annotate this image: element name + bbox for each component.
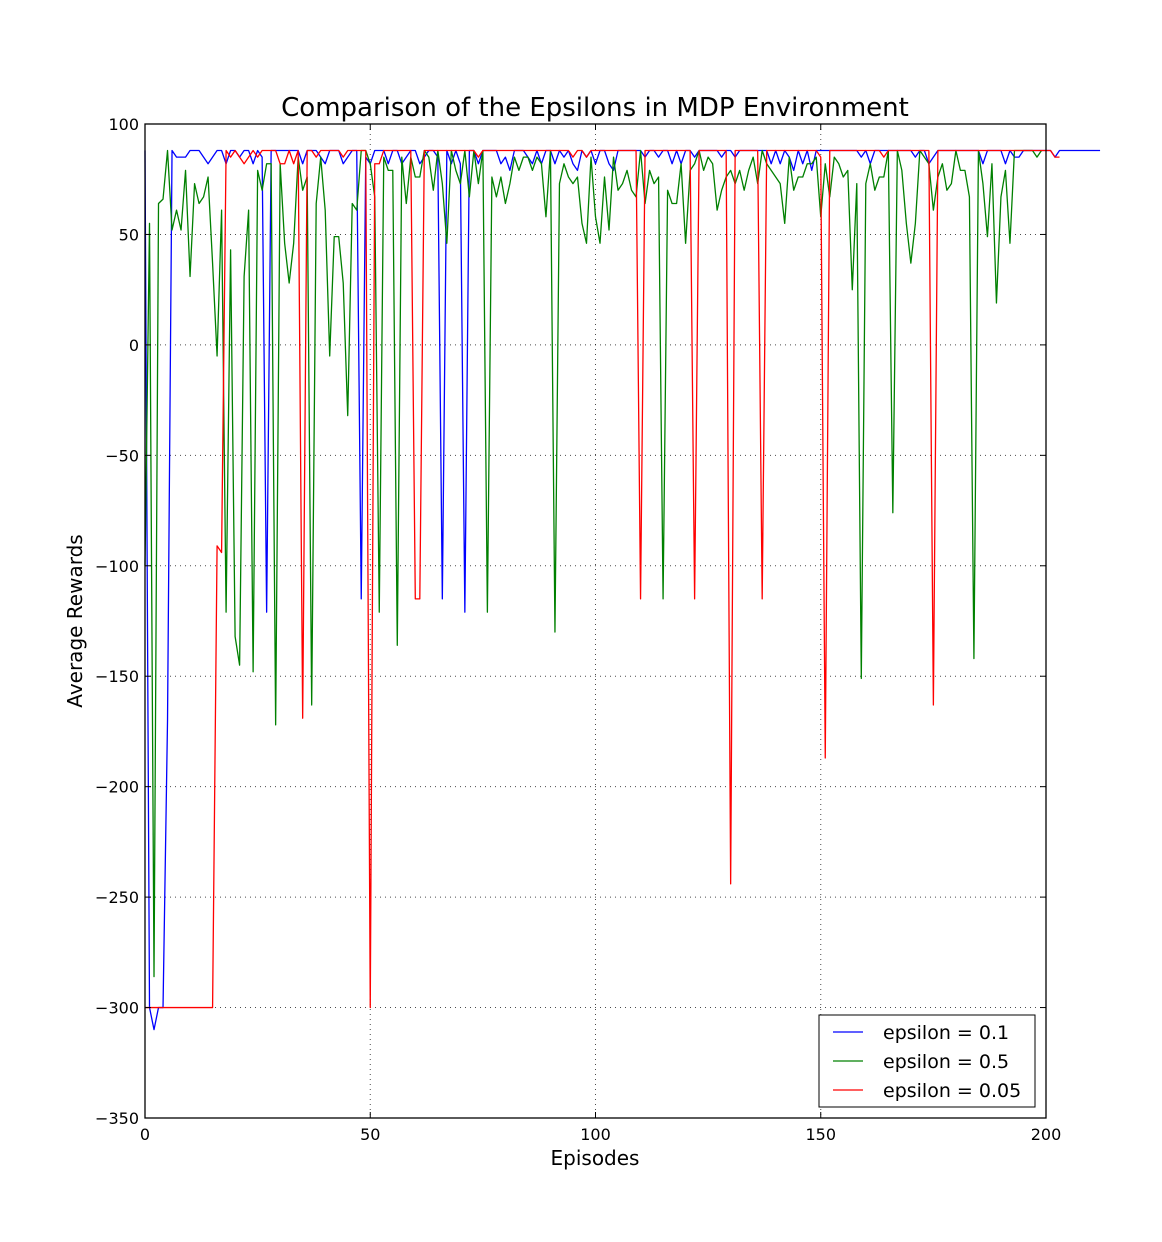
grid	[145, 124, 1046, 1118]
y-tick-label: 0	[129, 336, 139, 355]
legend-label-0: epsilon = 0.1	[883, 1022, 1009, 1044]
x-axis-label: Episodes	[551, 1146, 640, 1170]
x-tick-label: 0	[140, 1125, 150, 1144]
y-tick-label: −350	[95, 1109, 139, 1128]
series-lines	[144, 149, 1101, 1031]
y-tick-label: 50	[119, 225, 139, 244]
y-tick-label: 100	[108, 115, 139, 134]
chart-title: Comparison of the Epsilons in MDP Enviro…	[281, 93, 909, 123]
y-tick-label: −200	[95, 778, 139, 797]
y-tick-label: −250	[95, 888, 139, 907]
x-tick-label: 50	[360, 1125, 380, 1144]
series-line-2	[145, 149, 1060, 1009]
x-tick-label: 100	[580, 1125, 611, 1144]
y-tick-label: −50	[105, 446, 139, 465]
y-tick-label: −100	[95, 557, 139, 576]
legend-label-2: epsilon = 0.05	[883, 1080, 1021, 1102]
y-tick-label: −150	[95, 667, 139, 686]
legend: epsilon = 0.1 epsilon = 0.5 epsilon = 0.05	[818, 1014, 1036, 1108]
legend-label-1: epsilon = 0.5	[883, 1051, 1009, 1073]
ticks: 0 50 100 150 200 100 50 0 −50 −100 −150 −200 −250 −30…	[95, 115, 1061, 1144]
y-axis-label: Average Rewards	[63, 534, 87, 707]
series-line-1	[144, 149, 1043, 978]
y-tick-label: −300	[95, 999, 139, 1018]
x-tick-label: 150	[805, 1125, 836, 1144]
x-tick-label: 200	[1031, 1125, 1062, 1144]
